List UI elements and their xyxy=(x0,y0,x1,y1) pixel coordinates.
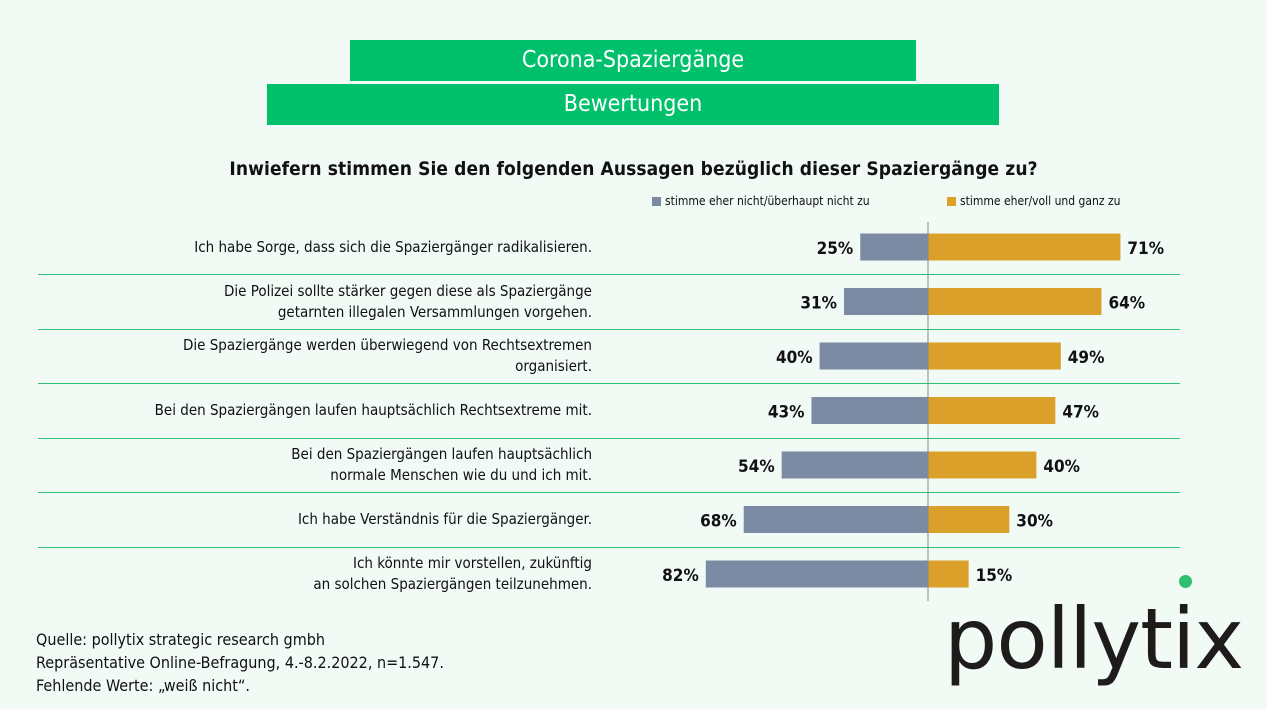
bar-agree xyxy=(928,342,1061,370)
bar-agree xyxy=(928,233,1121,261)
bar-agree xyxy=(928,451,1037,479)
data-label-agree: 40% xyxy=(1043,457,1080,477)
category-label: Die Spaziergänge werden überwiegend von … xyxy=(182,336,592,375)
category-label: Die Polizei sollte stärker gegen diese a… xyxy=(224,281,592,321)
row-separator xyxy=(38,437,1180,439)
data-label-agree: 47% xyxy=(1062,403,1099,423)
legend-swatch xyxy=(947,196,956,206)
bar-disagree xyxy=(811,397,928,424)
category-label: Bei den Spaziergängen laufen hauptsächli… xyxy=(291,445,592,484)
data-label-disagree: 54% xyxy=(738,457,775,477)
data-label-disagree: 82% xyxy=(662,566,699,586)
source-line: Fehlende Werte: „weiß nicht“. xyxy=(36,676,250,695)
legend-item-agree: stimme eher/voll und ganz zu xyxy=(947,194,1120,208)
data-label-agree: 49% xyxy=(1068,348,1105,368)
legend-item-disagree: stimme eher nicht/überhaupt nicht zu xyxy=(652,194,870,208)
bar-disagree xyxy=(819,342,928,370)
row-separator xyxy=(38,274,1180,276)
bar-agree xyxy=(928,560,969,588)
bar-disagree xyxy=(705,560,928,588)
data-label-disagree: 31% xyxy=(800,294,837,314)
bar-agree xyxy=(928,506,1010,533)
bar-agree xyxy=(928,288,1102,315)
data-label-disagree: 43% xyxy=(768,403,805,423)
category-label: Bei den Spaziergängen laufen hauptsächli… xyxy=(154,401,592,419)
pollytix-logo: pollytix xyxy=(944,590,1244,688)
source-note: Quelle: pollytix strategic research gmbh… xyxy=(36,628,444,697)
subtitle-banner: Bewertungen xyxy=(267,84,999,125)
legend-swatch xyxy=(652,196,661,206)
row-separator xyxy=(38,328,1180,330)
data-label-agree: 64% xyxy=(1108,294,1145,314)
bar-disagree xyxy=(781,451,928,479)
data-label-agree: 71% xyxy=(1127,239,1164,259)
title-banner: Corona-Spaziergänge xyxy=(350,40,916,81)
legend-label: stimme eher/voll und ganz zu xyxy=(960,194,1121,208)
chart-title: Inwiefern stimmen Sie den folgenden Auss… xyxy=(229,158,1038,180)
bar-agree xyxy=(928,397,1056,424)
category-label: Ich könnte mir vorstellen, zukünftig an … xyxy=(313,554,592,593)
data-label-disagree: 25% xyxy=(817,239,854,259)
bar-disagree xyxy=(743,506,928,533)
data-label-disagree: 68% xyxy=(700,512,737,532)
data-label-disagree: 40% xyxy=(776,348,813,368)
category-label: Ich habe Verständnis für die Spaziergäng… xyxy=(297,510,592,528)
source-line: Quelle: pollytix strategic research gmbh xyxy=(36,630,325,649)
logo-dot xyxy=(1179,575,1192,588)
bar-disagree xyxy=(843,288,928,315)
row-separator xyxy=(38,546,1180,548)
data-label-agree: 15% xyxy=(976,566,1013,586)
bar-disagree xyxy=(860,233,928,261)
category-label: Ich habe Sorge, dass sich die Spaziergän… xyxy=(194,237,592,256)
row-separator xyxy=(38,383,1180,385)
source-line: Repräsentative Online-Befragung, 4.-8.2.… xyxy=(36,653,444,672)
row-separator xyxy=(38,492,1180,494)
legend-label: stimme eher nicht/überhaupt nicht zu xyxy=(665,194,870,208)
data-label-agree: 30% xyxy=(1016,512,1053,532)
